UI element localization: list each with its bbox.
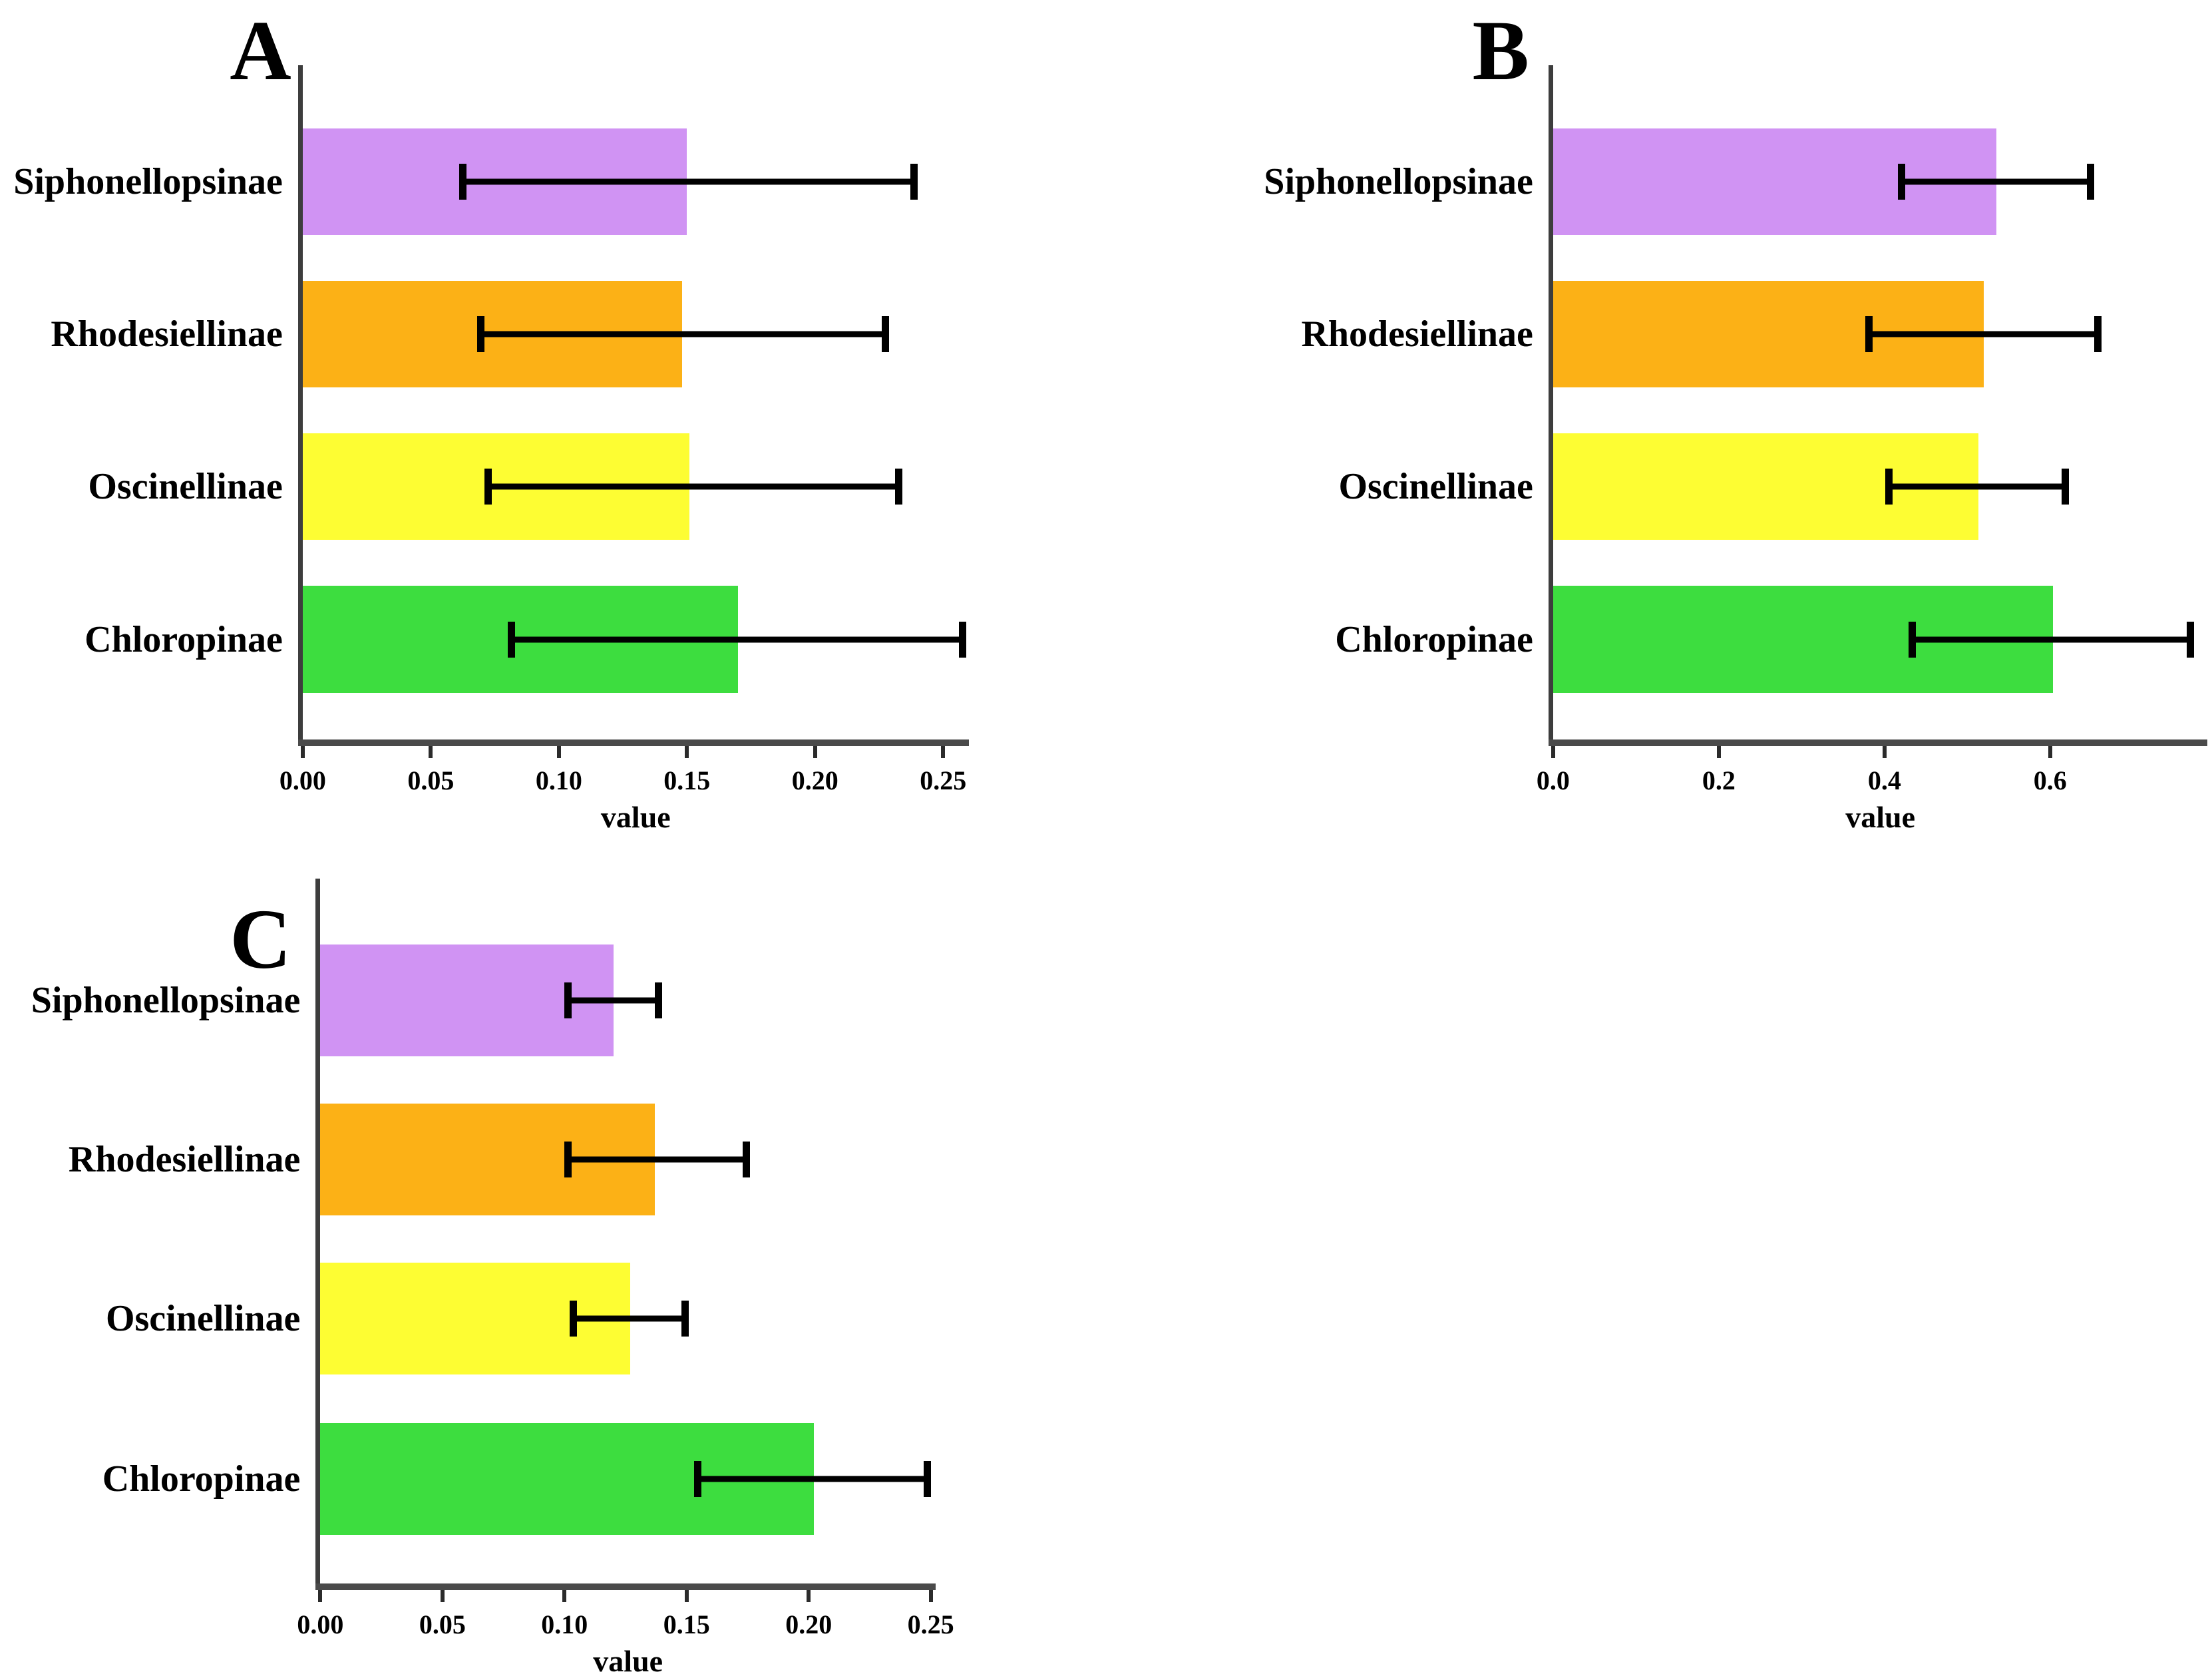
category-label-chloropinae: Chloropinae — [85, 618, 283, 660]
x-axis-line — [315, 1583, 936, 1591]
chart-panel-c: C value Siphonellopsinae Rhodesiellinae Os… — [0, 832, 1105, 1677]
x-axis-tick-label: 0.00 — [279, 765, 326, 796]
category-label-rhodesiellinae: Rhodesiellinae — [68, 1139, 301, 1181]
error-bar-line — [514, 636, 959, 643]
error-bar-line — [1905, 178, 2087, 185]
error-bar-line — [1873, 331, 2094, 337]
x-axis-tick-label: 0.10 — [541, 1609, 588, 1640]
x-axis-tick — [928, 1590, 933, 1603]
panel-label-c: C — [230, 892, 291, 987]
category-label-chloropinae: Chloropinae — [102, 1458, 301, 1500]
x-axis-tick — [440, 1590, 445, 1603]
error-bar-line — [572, 997, 655, 1004]
x-axis-tick — [2048, 746, 2052, 759]
x-axis-tick-label: 0.25 — [920, 765, 967, 796]
x-axis-tick — [300, 746, 305, 759]
x-axis-tick-label: 0.05 — [419, 1609, 466, 1640]
x-axis-tick — [685, 746, 689, 759]
x-axis-tick — [1716, 746, 1721, 759]
x-axis-tick-label: 0.25 — [907, 1609, 954, 1640]
error-bar-line — [572, 1156, 743, 1163]
x-axis-tick — [318, 1590, 323, 1603]
x-axis-tick-label: 0.05 — [407, 765, 455, 796]
x-axis-tick — [1882, 746, 1887, 759]
error-bar-rhodesiellinae — [476, 315, 890, 352]
x-axis-tick — [807, 1590, 811, 1603]
category-label-rhodesiellinae: Rhodesiellinae — [1301, 313, 1533, 355]
category-label-siphonellopsinae: Siphonellopsinae — [31, 979, 301, 1021]
chart-panel-b: B value Siphonellopsinae Rhodesiellinae Os… — [1105, 0, 2212, 833]
plot-area-b: value Siphonellopsinae Rhodesiellinae Osci… — [1264, 65, 2208, 833]
error-bar-line — [1893, 483, 2062, 490]
error-bar-line — [701, 1476, 924, 1482]
error-bar-line — [492, 483, 895, 490]
plot-area-c: value Siphonellopsinae Rhodesiellinae Osci… — [31, 878, 954, 1677]
error-bar-siphonellopsinae — [459, 164, 918, 200]
x-axis-tick — [562, 1590, 567, 1603]
x-axis-tick — [941, 746, 946, 759]
error-bar-oscinellinae — [1885, 468, 2070, 505]
category-label-rhodesiellinae: Rhodesiellinae — [51, 313, 283, 355]
error-bar-line — [576, 1315, 682, 1322]
error-bar-line — [466, 178, 910, 185]
error-bar-chloropinae — [507, 621, 966, 658]
x-axis-tick — [556, 746, 561, 759]
error-bar-chloropinae — [1908, 621, 2195, 658]
error-bar-siphonellopsinae — [1897, 164, 2094, 200]
category-label-oscinellinae: Oscinellinae — [88, 465, 283, 507]
panel-label-a: A — [230, 3, 291, 98]
x-axis-tick-label: 0.15 — [663, 1609, 710, 1640]
category-label-chloropinae: Chloropinae — [1335, 618, 1533, 660]
error-bar-line — [484, 331, 882, 337]
chart-panel-a: A value Siphonellopsinae Rhodesiellinae Os… — [0, 0, 1105, 833]
category-label-oscinellinae: Oscinellinae — [1338, 465, 1533, 507]
y-axis-line — [315, 878, 321, 1591]
x-axis-tick-label: 0.6 — [2033, 765, 2067, 796]
error-bar-chloropinae — [693, 1460, 931, 1497]
x-axis-line — [1548, 739, 2208, 747]
bar-siphonellopsinae — [320, 944, 614, 1056]
error-bar-oscinellinae — [484, 468, 902, 505]
x-axis-tick-label: 0.4 — [1867, 765, 1901, 796]
category-label-siphonellopsinae: Siphonellopsinae — [13, 161, 283, 203]
x-axis-title: value — [1845, 800, 1915, 835]
x-axis-tick-label: 0.20 — [791, 765, 838, 796]
plot-area-a: value Siphonellopsinae Rhodesiellinae Osci… — [13, 65, 969, 833]
x-axis-tick-label: 0.00 — [297, 1609, 344, 1640]
x-axis-title: value — [600, 800, 671, 835]
error-bar-rhodesiellinae — [564, 1142, 751, 1178]
error-bar-line — [1915, 636, 2187, 643]
x-axis-tick-label: 0.2 — [1702, 765, 1736, 796]
category-label-oscinellinae: Oscinellinae — [105, 1298, 301, 1340]
x-axis-tick — [1551, 746, 1555, 759]
panel-label-b: B — [1472, 3, 1529, 98]
x-axis-tick-label: 0.0 — [1536, 765, 1570, 796]
x-axis-tick — [813, 746, 817, 759]
x-axis-line — [297, 739, 969, 747]
error-bar-oscinellinae — [569, 1301, 689, 1337]
category-label-siphonellopsinae: Siphonellopsinae — [1264, 161, 1533, 203]
error-bar-siphonellopsinae — [564, 982, 663, 1018]
error-bar-rhodesiellinae — [1865, 315, 2102, 352]
x-axis-tick-label: 0.10 — [535, 765, 582, 796]
y-axis-line — [1548, 65, 1553, 747]
x-axis-tick — [684, 1590, 689, 1603]
y-axis-line — [297, 65, 303, 747]
x-axis-title: value — [593, 1644, 663, 1678]
x-axis-tick-label: 0.15 — [663, 765, 711, 796]
x-axis-tick — [429, 746, 433, 759]
x-axis-tick-label: 0.20 — [785, 1609, 832, 1640]
